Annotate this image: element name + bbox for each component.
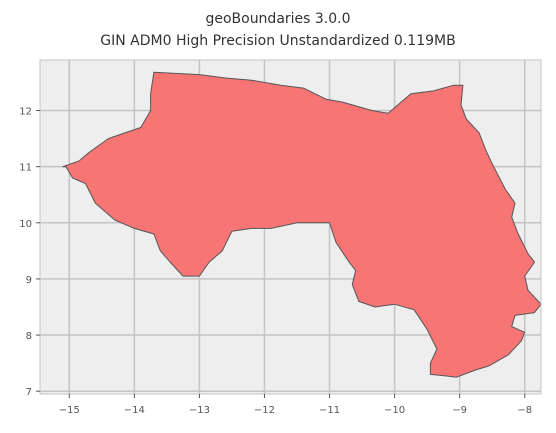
x-tick-label: −8 bbox=[517, 405, 532, 416]
y-tick-label: 8 bbox=[26, 331, 32, 342]
x-tick-label: −9 bbox=[452, 405, 467, 416]
map-title: geoBoundaries 3.0.0 bbox=[205, 11, 351, 27]
y-tick-label: 12 bbox=[19, 107, 32, 118]
plot-frame bbox=[39, 59, 542, 395]
x-tick-label: −10 bbox=[384, 405, 405, 416]
x-axis: −15 −14 −13 −12 −11 −10 −9 −8 bbox=[59, 394, 532, 416]
x-tick-label: −14 bbox=[124, 405, 145, 416]
x-tick-label: −13 bbox=[189, 405, 210, 416]
y-tick-label: 7 bbox=[26, 387, 32, 398]
y-axis: 7 8 9 10 11 12 bbox=[19, 107, 40, 398]
y-tick-label: 11 bbox=[19, 163, 32, 174]
country-boundary bbox=[62, 71, 542, 378]
map-subtitle: GIN ADM0 High Precision Unstandardized 0… bbox=[100, 33, 456, 49]
x-tick-label: −15 bbox=[59, 405, 80, 416]
y-tick-label: 10 bbox=[19, 219, 32, 230]
x-tick-label: −12 bbox=[254, 405, 275, 416]
y-tick-label: 9 bbox=[26, 275, 32, 286]
x-tick-label: −11 bbox=[319, 405, 340, 416]
